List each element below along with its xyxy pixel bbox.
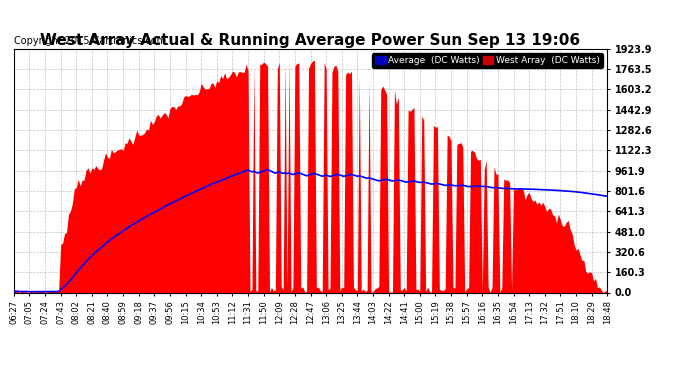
- Legend: Average  (DC Watts), West Array  (DC Watts): Average (DC Watts), West Array (DC Watts…: [372, 53, 602, 68]
- Text: Copyright 2015 Cartronics.com: Copyright 2015 Cartronics.com: [14, 36, 166, 46]
- Title: West Array Actual & Running Average Power Sun Sep 13 19:06: West Array Actual & Running Average Powe…: [41, 33, 580, 48]
